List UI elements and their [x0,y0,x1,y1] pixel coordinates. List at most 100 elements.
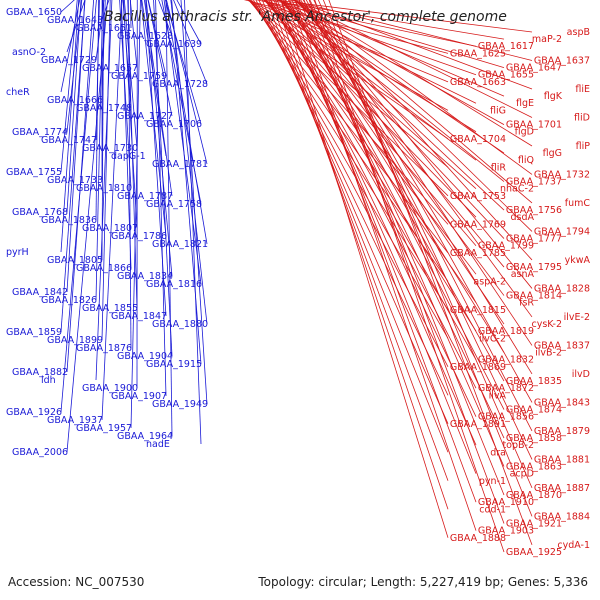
feature-label: fliD [574,112,590,123]
feature-label: GBAA_1858 [506,433,562,444]
feature-label: fliP [576,141,591,152]
leader-line [280,0,449,538]
feature-label: cheR [6,87,30,98]
feature-label: dsdA [510,212,534,223]
feature-label: GBAA_1907 [111,391,167,402]
leader-line [136,0,138,389]
leader-line [285,0,505,353]
feature-label: GBAA_1655 [478,70,534,81]
feature-label: GBAA_1926 [6,407,62,418]
feature-label: GBAA_1816 [146,279,202,290]
feature-label: ykwA [565,255,591,266]
feature-label: GBAA_1847 [111,311,167,322]
feature-label: GBAA_1748 [76,103,132,114]
feature-label: ldh [41,375,56,386]
leader-line [127,0,138,309]
leader-line [258,0,449,396]
topology-summary: Topology: circular; Length: 5,227,419 bp… [258,575,588,589]
feature-label: fumC [565,198,591,209]
feature-label: GBAA_1814 [506,291,562,302]
feature-label: GBAA_1937 [47,415,103,426]
leader-line [279,0,505,239]
leader-line [123,0,138,149]
leader-line [170,0,208,325]
leader-line [308,0,505,524]
leader-line [60,0,75,13]
feature-label: GBAA_1866 [76,263,132,274]
leader-line [127,0,132,349]
leader-line [129,0,138,69]
leader-line [278,0,505,154]
feature-label: GBAA_1874 [506,405,562,416]
feature-label: GBAA_1774 [12,127,68,138]
feature-label: GBAA_1794 [534,226,590,237]
feature-label: asnO-2 [12,47,46,58]
leader-line [101,0,105,261]
leader-line [322,0,533,517]
feature-label: GBAA_1856 [478,412,534,423]
leader-line [163,0,202,285]
feature-label: GBAA_1835 [506,376,562,387]
feature-label: GBAA_1768 [12,207,68,218]
feature-label: dra [490,447,506,458]
leader-line [288,0,533,61]
leader-line [60,0,97,413]
leader-line [317,0,533,489]
leader-line [120,0,132,269]
feature-label: asnA [511,269,535,280]
feature-label: GBAA_1904 [117,351,173,362]
leader-line [309,0,533,432]
leader-line [294,0,533,232]
feature-label: flgD [515,127,534,138]
leader-line [249,0,449,282]
leader-line [328,0,533,546]
feature-label: GBAA_1964 [117,431,173,442]
feature-label: GBAA_1733 [47,175,103,186]
feature-label: topB-2 [502,440,534,451]
feature-label: flgE [516,98,534,109]
feature-label: GBAA_1828 [534,283,590,294]
feature-label: GBAA_1876 [76,343,132,354]
feature-label: GBAA_1753 [450,191,506,202]
feature-label: GBAA_1625 [450,48,506,59]
feature-label: fliG [490,105,506,116]
feature-label: GBAA_1836 [41,215,97,226]
leader-line [161,0,202,205]
feature-label: GBAA_1910 [478,497,534,508]
leader-line [266,0,477,303]
feature-label: GBAA_1887 [534,483,590,494]
leader-line [313,0,533,460]
leader-line [95,0,105,61]
leader-line [60,0,86,333]
leader-line [255,0,477,47]
feature-label: fliE [575,84,590,95]
feature-label: GBAA_1729 [41,55,97,66]
leader-line [173,0,208,85]
feature-label: GBAA_1899 [47,335,103,346]
feature-label: nhaC-2 [500,184,534,195]
feature-label: GBAA_1647 [506,63,562,74]
leader-line [305,0,533,403]
leader-line [263,0,477,246]
feature-label: ilvD [572,369,590,380]
leader-line [130,0,141,429]
leader-line [283,0,505,325]
feature-label: GBAA_1819 [478,326,534,337]
leader-line [123,0,138,229]
feature-label: GBAA_1786 [111,231,167,242]
feature-label: fliR [491,162,507,173]
leader-line [66,0,86,53]
leader-line [253,0,449,339]
leader-line [274,0,449,510]
feature-label: GBAA_1869 [450,362,506,373]
leader-line [278,0,505,125]
feature-label: GBAA_1701 [506,120,562,131]
leader-line [184,0,202,445]
feature-label: GBAA_1728 [152,79,208,90]
leader-line [293,0,533,147]
feature-label: fsR [519,298,534,309]
leader-line [293,0,533,204]
leader-line [95,0,100,221]
leader-line [280,0,477,446]
feature-label: ilvB-2 [535,348,562,359]
